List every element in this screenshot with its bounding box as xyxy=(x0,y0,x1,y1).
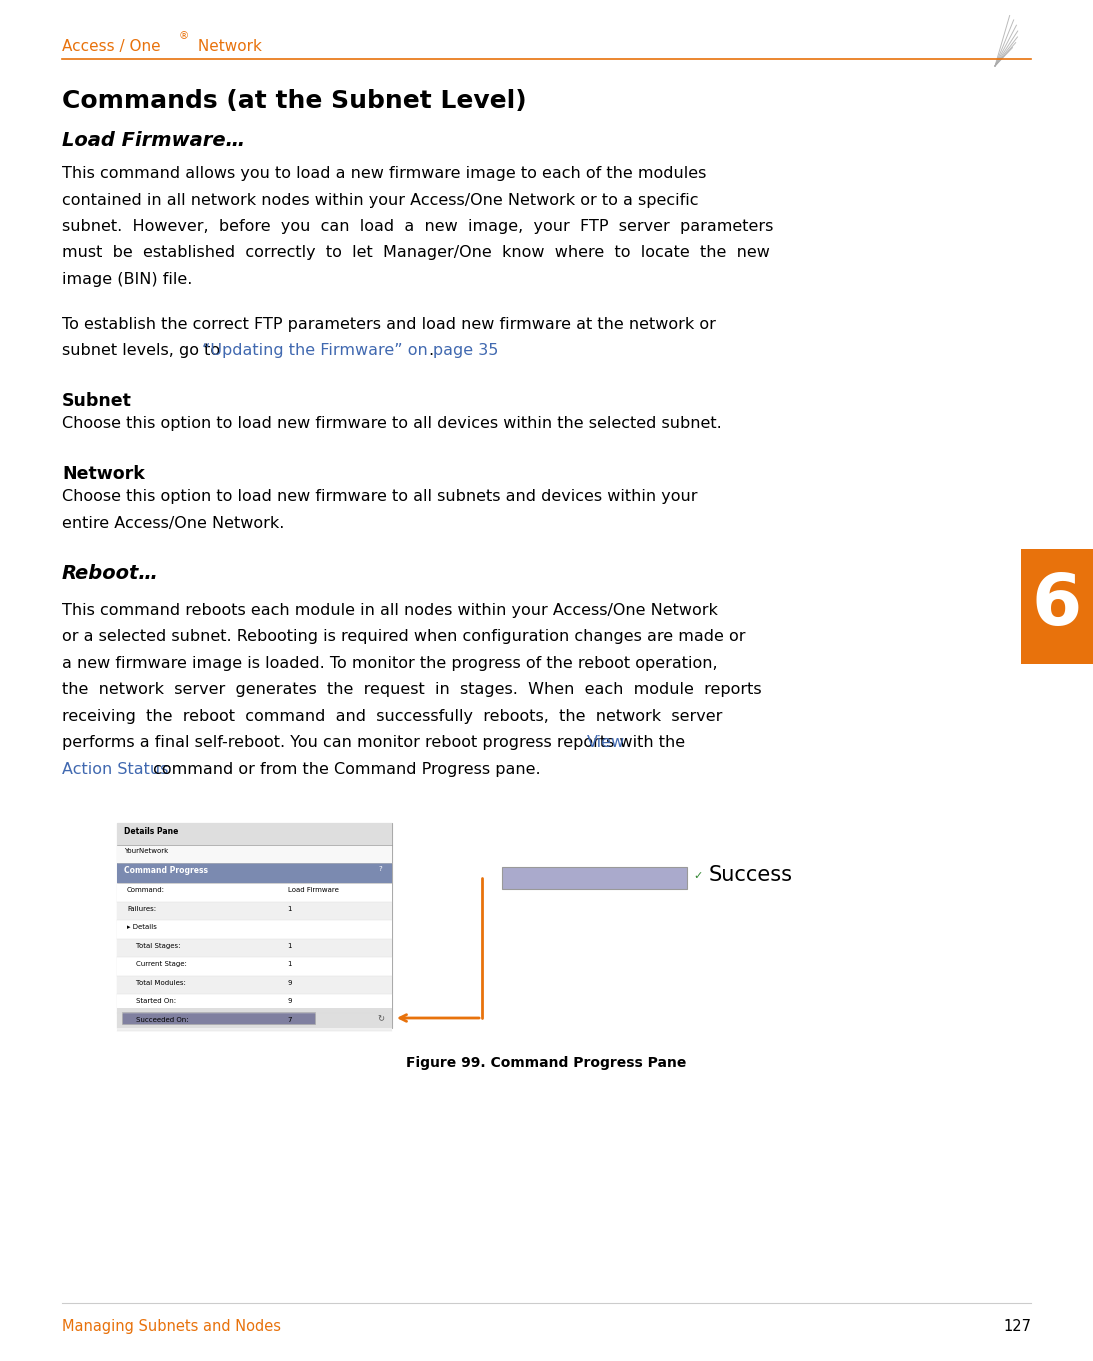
FancyBboxPatch shape xyxy=(117,976,392,994)
Text: ↻: ↻ xyxy=(377,1014,384,1023)
Text: Access / One: Access / One xyxy=(62,39,161,54)
FancyBboxPatch shape xyxy=(122,1013,315,1023)
FancyBboxPatch shape xyxy=(117,883,392,901)
Text: 9: 9 xyxy=(287,980,292,985)
Text: Reboot…: Reboot… xyxy=(62,563,158,583)
FancyBboxPatch shape xyxy=(117,863,392,883)
FancyBboxPatch shape xyxy=(117,823,392,1028)
Text: 1: 1 xyxy=(287,943,292,949)
Text: receiving  the  reboot  command  and  successfully  reboots,  the  network  serv: receiving the reboot command and success… xyxy=(62,709,722,724)
Text: or a selected subnet. Rebooting is required when configuration changes are made : or a selected subnet. Rebooting is requi… xyxy=(62,629,745,644)
Text: Started On:: Started On: xyxy=(127,998,176,1004)
FancyBboxPatch shape xyxy=(502,867,687,889)
Text: performs a final self-reboot. You can monitor reboot progress reports with the: performs a final self-reboot. You can mo… xyxy=(62,735,691,750)
FancyBboxPatch shape xyxy=(117,994,392,1013)
Text: ®: ® xyxy=(178,31,189,41)
Text: Figure 99. Command Progress Pane: Figure 99. Command Progress Pane xyxy=(407,1056,686,1070)
Text: Current Stage:: Current Stage: xyxy=(127,961,187,968)
Text: 6: 6 xyxy=(1032,572,1082,641)
Text: Managing Subnets and Nodes: Managing Subnets and Nodes xyxy=(62,1319,281,1334)
Text: image (BIN) file.: image (BIN) file. xyxy=(62,272,192,287)
Text: entire Access/One Network.: entire Access/One Network. xyxy=(62,516,284,531)
Text: ?: ? xyxy=(378,866,381,872)
Text: must  be  established  correctly  to  let  Manager/One  know  where  to  locate : must be established correctly to let Man… xyxy=(62,245,769,260)
Text: subnet.  However,  before  you  can  load  a  new  image,  your  FTP  server  pa: subnet. However, before you can load a n… xyxy=(62,219,774,234)
Text: Load Firmware…: Load Firmware… xyxy=(62,131,245,150)
FancyBboxPatch shape xyxy=(117,901,392,920)
Text: Details Pane: Details Pane xyxy=(124,827,178,836)
Text: Choose this option to load new firmware to all devices within the selected subne: Choose this option to load new firmware … xyxy=(62,416,721,431)
Text: the  network  server  generates  the  request  in  stages.  When  each  module  : the network server generates the request… xyxy=(62,682,762,697)
FancyBboxPatch shape xyxy=(117,939,392,957)
Text: Load Firmware: Load Firmware xyxy=(287,887,339,893)
Text: This command reboots each module in all nodes within your Access/One Network: This command reboots each module in all … xyxy=(62,603,718,618)
Text: “Updating the Firmware” on page 35: “Updating the Firmware” on page 35 xyxy=(201,343,498,358)
FancyBboxPatch shape xyxy=(117,1009,392,1028)
Text: command or from the Command Progress pane.: command or from the Command Progress pan… xyxy=(149,762,541,777)
Text: ▸ Details: ▸ Details xyxy=(127,924,157,930)
Text: 9: 9 xyxy=(287,998,292,1004)
Text: Total Modules:: Total Modules: xyxy=(127,980,186,985)
Text: subnet levels, go to: subnet levels, go to xyxy=(62,343,225,358)
Text: Network: Network xyxy=(193,39,262,54)
Text: View: View xyxy=(587,735,625,750)
FancyBboxPatch shape xyxy=(117,920,392,939)
Text: Subnet: Subnet xyxy=(62,392,132,410)
FancyBboxPatch shape xyxy=(117,845,392,863)
Text: YourNetwork: YourNetwork xyxy=(124,848,168,853)
Text: Failures:: Failures: xyxy=(127,905,156,912)
FancyBboxPatch shape xyxy=(1021,548,1093,664)
Text: 1: 1 xyxy=(287,905,292,912)
Text: Succeeded On:: Succeeded On: xyxy=(127,1017,189,1022)
Text: Command Progress: Command Progress xyxy=(124,866,208,875)
Text: Action Status: Action Status xyxy=(62,762,168,777)
Text: 7: 7 xyxy=(287,1017,292,1022)
FancyBboxPatch shape xyxy=(117,823,392,845)
Text: contained in all network nodes within your Access/One Network or to a specific: contained in all network nodes within yo… xyxy=(62,192,698,207)
Text: Success: Success xyxy=(709,866,794,885)
Text: Total Stages:: Total Stages: xyxy=(127,943,180,949)
FancyBboxPatch shape xyxy=(117,1013,392,1032)
Text: a new firmware image is loaded. To monitor the progress of the reboot operation,: a new firmware image is loaded. To monit… xyxy=(62,656,718,671)
Text: Command:: Command: xyxy=(127,887,165,893)
Text: Network: Network xyxy=(62,464,144,483)
Text: ✓: ✓ xyxy=(693,871,703,882)
Text: Choose this option to load new firmware to all subnets and devices within your: Choose this option to load new firmware … xyxy=(62,489,697,504)
Text: .: . xyxy=(427,343,433,358)
Text: 1: 1 xyxy=(287,961,292,968)
Text: 127: 127 xyxy=(1003,1319,1031,1334)
Text: Commands (at the Subnet Level): Commands (at the Subnet Level) xyxy=(62,88,527,113)
Text: This command allows you to load a new firmware image to each of the modules: This command allows you to load a new fi… xyxy=(62,166,706,181)
Text: To establish the correct FTP parameters and load new firmware at the network or: To establish the correct FTP parameters … xyxy=(62,317,716,332)
FancyBboxPatch shape xyxy=(117,957,392,976)
